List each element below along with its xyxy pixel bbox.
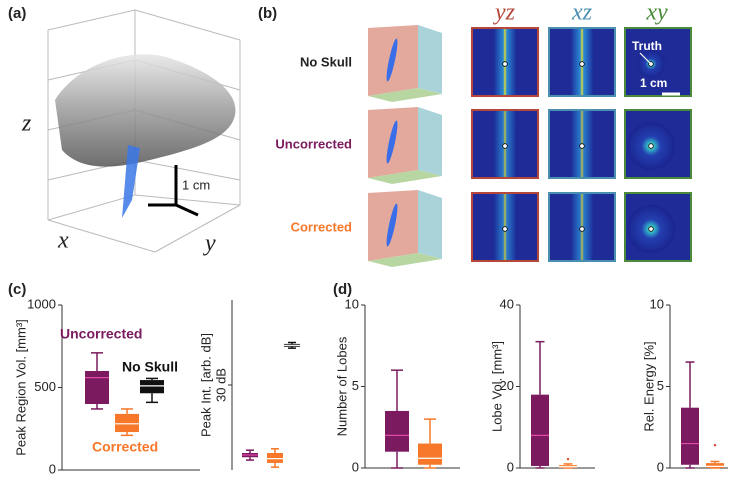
focus-render bbox=[386, 38, 398, 82]
cube-face bbox=[368, 253, 442, 267]
box bbox=[531, 394, 549, 466]
box bbox=[706, 463, 724, 468]
y-tick-label: 0 bbox=[49, 461, 56, 476]
scale-axes bbox=[148, 165, 199, 217]
axis-label: y bbox=[203, 231, 216, 257]
row-label: Uncorrected bbox=[275, 136, 352, 151]
box bbox=[267, 453, 283, 463]
column-header: yz bbox=[493, 0, 516, 26]
y-tick-label: 10 bbox=[650, 296, 664, 311]
y-tick-label: 0 bbox=[657, 459, 664, 474]
truth-marker bbox=[502, 226, 508, 232]
y-tick-label: 5 bbox=[657, 378, 664, 393]
y-tick-label: 1000 bbox=[27, 296, 56, 311]
y-axis-label: Rel. Energy [%] bbox=[641, 341, 656, 431]
row-label: Corrected bbox=[291, 219, 352, 234]
truth-marker bbox=[502, 61, 508, 67]
truth-marker bbox=[648, 226, 654, 232]
panel-label: (c) bbox=[8, 281, 26, 298]
truth-marker bbox=[502, 143, 508, 149]
series-label: No Skull bbox=[122, 359, 178, 375]
skull-render bbox=[55, 54, 236, 167]
outlier bbox=[566, 457, 570, 461]
image-grid bbox=[368, 25, 692, 267]
truth-marker bbox=[648, 143, 654, 149]
scale-bar-label: 1 cm bbox=[182, 177, 210, 192]
y-tick-label: 500 bbox=[34, 379, 56, 394]
outlier bbox=[713, 443, 717, 447]
y-axis-label: Number of Lobes bbox=[334, 336, 349, 436]
annotation: Truth bbox=[632, 39, 662, 53]
truth-marker bbox=[579, 226, 585, 232]
y-tick-label: 0 bbox=[352, 459, 359, 474]
y-axis-label: Peak Int. [arb. dB] bbox=[198, 333, 213, 437]
y-tick-label: 0 bbox=[507, 459, 514, 474]
cube-face bbox=[418, 190, 442, 259]
cube-face bbox=[418, 107, 442, 176]
scale-bar-label: 1 cm bbox=[640, 76, 667, 90]
box bbox=[115, 413, 139, 433]
row-label: No Skull bbox=[300, 54, 352, 69]
column-header: xy bbox=[645, 0, 668, 26]
box bbox=[85, 371, 109, 404]
box bbox=[418, 443, 442, 465]
y-tick-label: 20 bbox=[500, 378, 514, 393]
column-header: xz bbox=[571, 0, 593, 26]
panel-label: (a) bbox=[8, 5, 26, 22]
truth-marker bbox=[579, 143, 585, 149]
cube-face bbox=[418, 25, 442, 94]
y-tick-label: 10 bbox=[345, 296, 359, 311]
panel-label: (b) bbox=[258, 5, 277, 22]
truth-marker bbox=[579, 61, 585, 67]
annotation-arrow bbox=[639, 52, 651, 64]
cube-face bbox=[368, 88, 442, 102]
focus-render bbox=[386, 203, 398, 247]
y-axis-label: Lobe Vol. [mm³] bbox=[489, 341, 504, 432]
panel-label: (d) bbox=[333, 281, 352, 298]
axis-label: z bbox=[21, 111, 32, 137]
box bbox=[681, 407, 699, 465]
y-tick-label: 5 bbox=[352, 378, 359, 393]
y-tick-label: 30 dB bbox=[213, 368, 228, 402]
cube-face bbox=[368, 170, 442, 184]
axis-label: x bbox=[57, 228, 69, 254]
box bbox=[385, 410, 409, 452]
box bbox=[140, 380, 164, 394]
y-axis-label: Peak Region Vol. [mm³] bbox=[13, 319, 28, 456]
series-label: Uncorrected bbox=[60, 326, 142, 342]
beam-render bbox=[122, 145, 140, 218]
y-tick-label: 40 bbox=[500, 296, 514, 311]
focus-render bbox=[386, 120, 398, 164]
series-label: Corrected bbox=[92, 439, 158, 455]
